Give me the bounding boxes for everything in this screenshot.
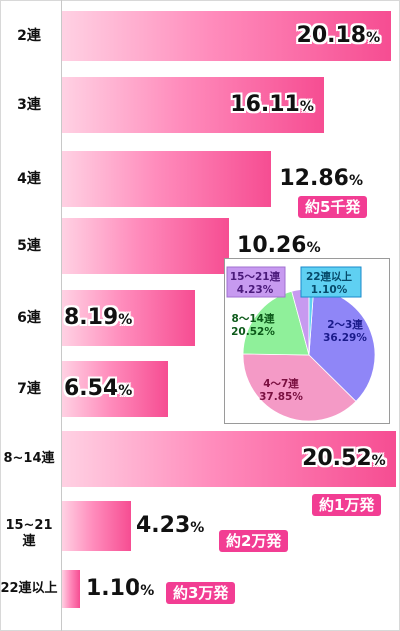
pie-slice-name: 4～7連 [263, 377, 299, 390]
pie-slice-value: 4.23% [237, 284, 274, 296]
bar [62, 431, 397, 487]
bar [62, 570, 80, 608]
pie-slice-name: 2～3連 [327, 318, 363, 331]
pie-chart-inset: 2～3連 36.29% 4～7連 37.85% 8～14連 20.52% 15～21連 4.2… [224, 258, 390, 424]
pie-slice-value: 1.10% [311, 284, 348, 296]
value-number: 20.18 [296, 23, 367, 48]
value-label: 1.10% [86, 577, 154, 603]
category-axis-line [61, 0, 62, 631]
pie-label-box [300, 266, 362, 298]
payout-note: 約2万発 [219, 530, 289, 552]
category-label: 3連 [17, 97, 41, 113]
value-number: 1.10 [86, 576, 141, 601]
bar [62, 77, 325, 133]
value-unit: % [190, 520, 205, 536]
value-number: 20.52 [302, 446, 372, 471]
pie-slice [242, 353, 357, 422]
category-label: 4連 [17, 171, 41, 187]
pie-slice [242, 290, 310, 356]
value-label: 4.23% [136, 514, 204, 540]
value-unit: % [306, 240, 321, 256]
value-label: 12.86% [279, 167, 363, 193]
payout-note: 約1万発 [312, 494, 382, 516]
pie-slice-name: 15～21連 [230, 270, 281, 283]
value-number: 8.19 [64, 305, 119, 330]
value-unit: % [140, 583, 155, 599]
bar [62, 361, 169, 417]
value-number: 12.86 [279, 166, 349, 191]
category-label: 22連以上 [0, 581, 58, 596]
value-number: 16.11 [230, 92, 300, 117]
bar [62, 501, 131, 551]
bar [62, 290, 196, 346]
pie-slice-value: 36.29% [323, 332, 367, 344]
value-unit: % [118, 383, 133, 399]
category-label: 2連 [17, 28, 41, 44]
bar [62, 151, 272, 207]
category-label: 7連 [17, 381, 41, 397]
bar [62, 218, 230, 274]
pie-label-box [226, 266, 286, 298]
value-label: 16.11% [230, 93, 314, 119]
value-unit: % [299, 99, 314, 115]
value-number: 10.26 [237, 233, 307, 258]
category-label: 8~14連 [3, 451, 55, 466]
payout-note: 約5千発 [298, 196, 368, 218]
pie-slice-name: 22連以上 [306, 270, 353, 283]
pie-slice-value: 37.85% [259, 391, 303, 403]
value-label: 10.26% [237, 234, 321, 260]
category-label: 15~21連 [5, 518, 53, 549]
value-label: 6.54% [64, 377, 132, 403]
value-unit: % [366, 30, 381, 46]
pie-slice-name: 8～14連 [232, 312, 275, 325]
value-number: 4.23 [136, 513, 191, 538]
value-unit: % [371, 453, 386, 469]
value-label: 8.19% [64, 306, 132, 332]
value-unit: % [348, 173, 363, 189]
value-unit: % [118, 312, 133, 328]
pie-slice-value: 20.52% [231, 326, 275, 338]
value-number: 6.54 [64, 376, 119, 401]
bar [62, 11, 391, 61]
payout-note: 約3万発 [166, 582, 236, 604]
category-label: 6連 [17, 310, 41, 326]
category-label: 5連 [17, 238, 41, 254]
value-label: 20.18% [297, 24, 381, 50]
value-label: 20.52% [302, 447, 386, 473]
